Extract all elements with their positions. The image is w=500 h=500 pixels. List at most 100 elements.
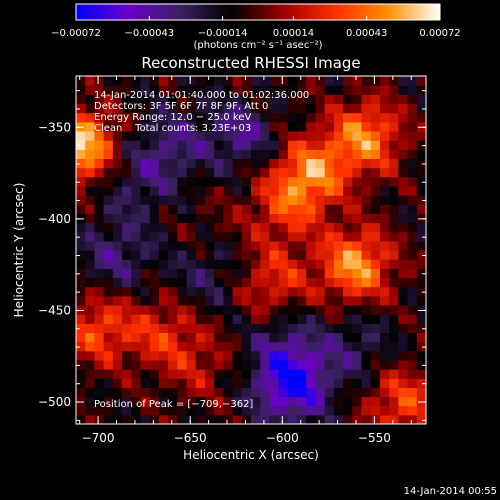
heatmap-cell <box>149 149 160 160</box>
heatmap-cell <box>333 76 344 86</box>
heatmap-cell <box>416 112 426 123</box>
heatmap-cell <box>85 286 96 297</box>
heatmap-cell <box>122 295 132 306</box>
heatmap-cell <box>140 185 151 196</box>
heatmap-cell <box>297 350 307 361</box>
heatmap-cell <box>389 204 399 214</box>
heatmap-cell <box>195 359 206 370</box>
heatmap-cell <box>140 359 151 370</box>
heatmap-cell <box>315 112 326 123</box>
heatmap-cell <box>315 149 326 160</box>
heatmap-cell <box>112 295 123 306</box>
heatmap-cell <box>398 378 409 388</box>
heatmap-cell <box>306 277 317 288</box>
heatmap-cell <box>140 304 151 315</box>
heatmap-cell <box>278 204 289 214</box>
heatmap-cell <box>131 195 142 205</box>
heatmap-cell <box>94 369 105 379</box>
footer-timestamp: 14-Jan-2014 00:55 <box>404 486 497 497</box>
heatmap-cell <box>324 405 335 416</box>
heatmap-cell <box>85 121 96 132</box>
heatmap-cell <box>407 76 418 86</box>
heatmap-cell <box>398 167 409 178</box>
heatmap-cell <box>131 405 142 416</box>
heatmap-cell <box>195 314 206 324</box>
heatmap-cell <box>232 240 243 251</box>
heatmap-cell <box>251 304 261 315</box>
heatmap-cell <box>112 130 123 141</box>
heatmap-cell <box>131 369 142 379</box>
heatmap-cell <box>306 268 317 279</box>
heatmap-cell <box>306 332 317 343</box>
heatmap-cell <box>158 76 169 86</box>
heatmap-cell <box>361 405 372 416</box>
heatmap-cell <box>140 268 151 279</box>
heatmap-cell <box>158 259 169 269</box>
heatmap-cell <box>195 414 206 424</box>
heatmap-cell <box>260 76 271 86</box>
heatmap-cell <box>324 414 335 424</box>
heatmap-cell <box>204 240 215 251</box>
heatmap-cell <box>232 405 243 416</box>
heatmap-cell <box>232 158 243 169</box>
heatmap-cell <box>168 103 178 114</box>
heatmap-cell <box>269 103 280 114</box>
heatmap-cell <box>398 76 409 86</box>
heatmap-cell <box>389 286 399 297</box>
heatmap-cell <box>85 396 96 407</box>
heatmap-cell <box>269 167 280 178</box>
heatmap-cell <box>379 277 390 288</box>
heatmap-cell <box>241 167 252 178</box>
heatmap-cell <box>149 259 160 269</box>
heatmap-cell <box>112 195 123 205</box>
heatmap-cell <box>287 268 298 279</box>
heatmap-cell <box>140 167 151 178</box>
heatmap-cell <box>122 341 132 352</box>
heatmap-cell <box>131 121 142 132</box>
heatmap-cell <box>287 378 298 388</box>
heatmap-cell <box>416 350 426 361</box>
heatmap-cell <box>361 369 372 379</box>
heatmap-cell <box>131 259 142 269</box>
heatmap-cell <box>122 213 132 224</box>
heatmap-cell <box>195 304 206 315</box>
heatmap-cell <box>287 323 298 334</box>
heatmap-cell <box>407 314 418 324</box>
heatmap-cell <box>333 387 344 398</box>
heatmap-cell <box>149 240 160 251</box>
heatmap-cell <box>112 304 123 315</box>
heatmap-cell <box>94 286 105 297</box>
heatmap-cell <box>352 414 363 424</box>
heatmap-cell <box>370 176 381 187</box>
heatmap-cell <box>278 414 289 424</box>
heatmap-cell <box>204 295 215 306</box>
heatmap-cell <box>389 405 399 416</box>
heatmap-cell <box>287 359 298 370</box>
heatmap-cell <box>232 176 243 187</box>
heatmap-cell <box>306 396 317 407</box>
heatmap-cell <box>324 140 335 150</box>
heatmap-cell <box>177 103 188 114</box>
heatmap-cell <box>389 277 399 288</box>
heatmap-cell <box>278 158 289 169</box>
heatmap-cell <box>241 231 252 242</box>
heatmap-cell <box>223 240 234 251</box>
heatmap-cell <box>278 103 289 114</box>
heatmap-cell <box>131 204 142 214</box>
heatmap-cell <box>76 204 86 214</box>
heatmap-cell <box>251 112 261 123</box>
heatmap-cell <box>112 332 123 343</box>
heatmap-cell <box>214 350 224 361</box>
heatmap-cell <box>398 332 409 343</box>
heatmap-cell <box>149 369 160 379</box>
heatmap-cell <box>149 268 160 279</box>
heatmap-cell <box>306 140 317 150</box>
heatmap-cell <box>103 405 114 416</box>
heatmap-cell <box>177 130 188 141</box>
heatmap-cell <box>315 286 326 297</box>
heatmap-cell <box>204 378 215 388</box>
heatmap-cell <box>140 286 151 297</box>
heatmap-cell <box>352 204 363 214</box>
heatmap-cell <box>297 314 307 324</box>
heatmap-cell <box>333 140 344 150</box>
